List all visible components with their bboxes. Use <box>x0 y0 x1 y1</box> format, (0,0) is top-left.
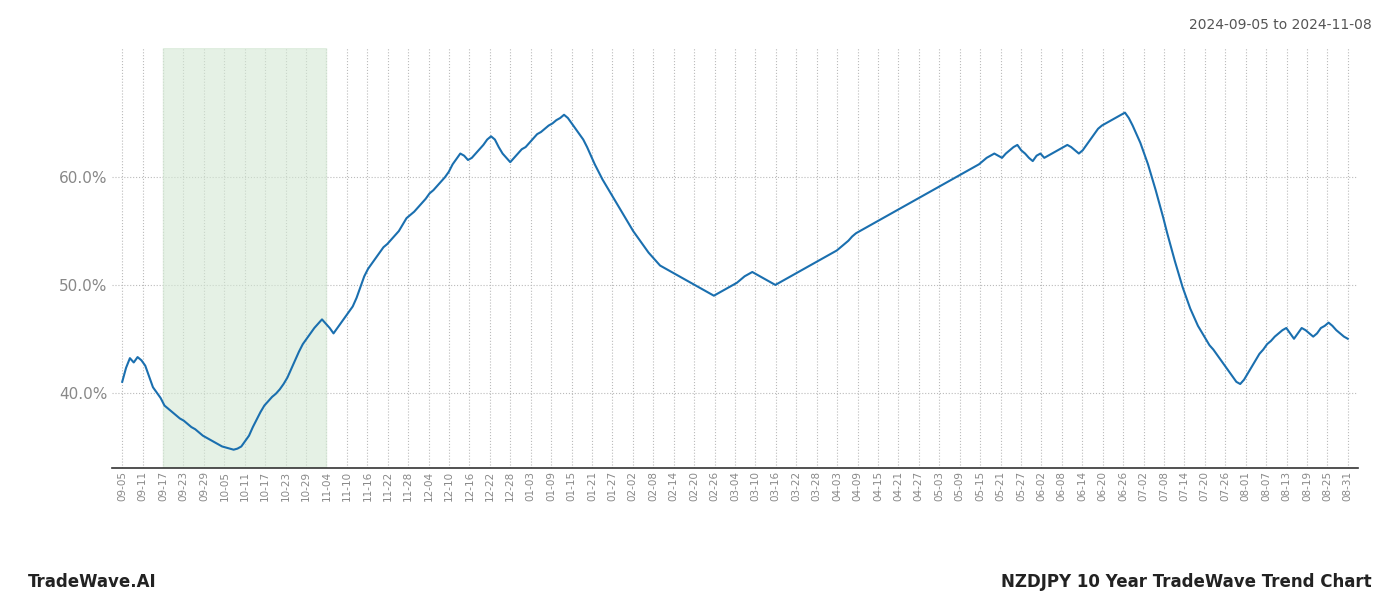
Text: 2024-09-05 to 2024-11-08: 2024-09-05 to 2024-11-08 <box>1189 18 1372 32</box>
Text: NZDJPY 10 Year TradeWave Trend Chart: NZDJPY 10 Year TradeWave Trend Chart <box>1001 573 1372 591</box>
Bar <box>162 48 326 468</box>
Text: TradeWave.AI: TradeWave.AI <box>28 573 157 591</box>
